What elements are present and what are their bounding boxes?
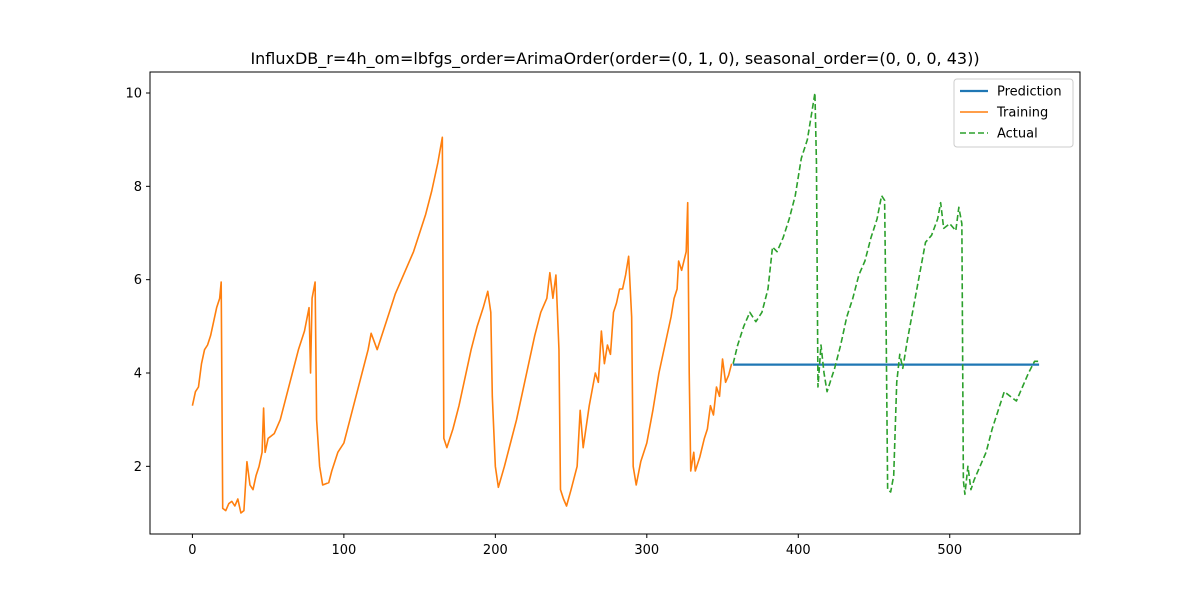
legend-label-training: Training (996, 106, 1048, 121)
legend-label-prediction: Prediction (997, 85, 1062, 100)
y-tick-label: 8 (134, 180, 142, 195)
y-tick-label: 4 (134, 367, 142, 382)
x-tick-label: 200 (483, 543, 508, 558)
x-tick-label: 0 (188, 543, 196, 558)
x-tick-label: 400 (786, 543, 811, 558)
series-line-training (191, 136, 733, 514)
y-tick-label: 2 (134, 460, 142, 475)
x-tick-label: 500 (937, 543, 962, 558)
legend-box (953, 78, 1074, 148)
series-line-actual (732, 92, 1040, 496)
x-tick-label: 300 (634, 543, 659, 558)
chart-title: InfluxDB_r=4h_om=lbfgs_order=ArimaOrder(… (250, 49, 979, 69)
y-tick-label: 10 (125, 87, 142, 102)
plot-frame (149, 71, 1081, 535)
y-tick-label: 6 (134, 273, 142, 288)
x-tick-label: 100 (331, 543, 356, 558)
legend: Prediction Training Actual (953, 78, 1074, 148)
legend-label-actual: Actual (997, 127, 1038, 142)
axes: 0 100 200 300 400 500 2 4 6 8 10 (125, 87, 962, 559)
